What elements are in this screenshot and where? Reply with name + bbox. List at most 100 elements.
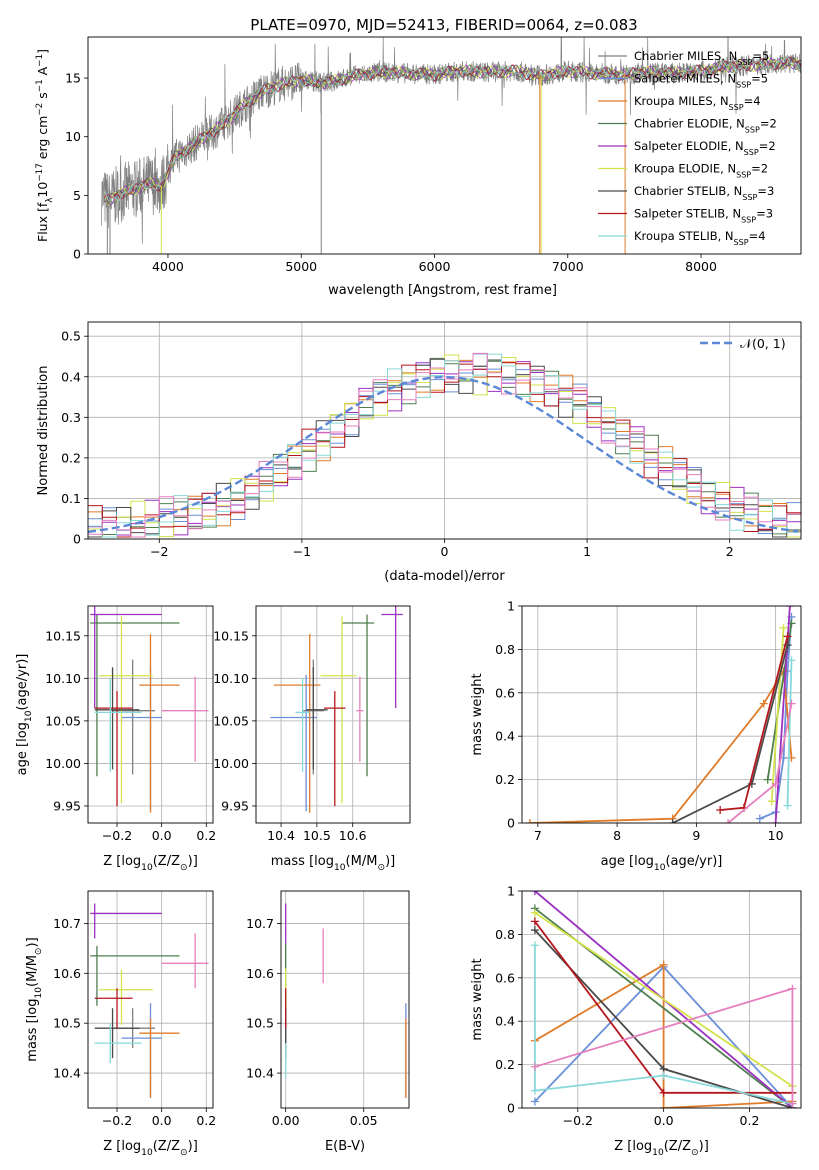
x-tick-label: 7000 bbox=[552, 259, 584, 274]
histogram-frame bbox=[87, 321, 802, 540]
x-tick-label: 1 bbox=[583, 544, 591, 559]
x-tick-label: 0.0 bbox=[152, 1113, 172, 1128]
x-tick-label: 8000 bbox=[685, 259, 717, 274]
age-vs-mass-frame bbox=[255, 605, 411, 824]
y-tick-label: 1 bbox=[507, 599, 515, 614]
y-tick-label: 0.8 bbox=[495, 927, 515, 942]
series-marker bbox=[771, 779, 780, 788]
mass-vs-Z-xlabel: Z [log10(Z/Z⊙)] bbox=[103, 1139, 198, 1158]
y-tick-label: 10.6 bbox=[246, 966, 274, 981]
series-marker bbox=[659, 1088, 668, 1097]
x-tick-label: −2 bbox=[150, 544, 168, 559]
y-tick-label: 0.5 bbox=[61, 329, 81, 344]
mass-vs-ebv-axes: 0.00 0.05 10.4 10.5 10.6 10.7 bbox=[246, 891, 409, 1128]
y-tick-label: 10.5 bbox=[246, 1016, 274, 1031]
series-marker bbox=[783, 632, 792, 641]
series-marker bbox=[659, 1104, 668, 1108]
model-line bbox=[103, 56, 801, 202]
mass-vs-ebv-frame bbox=[280, 890, 410, 1109]
series-line bbox=[534, 945, 793, 1105]
y-tick-label: 5 bbox=[73, 188, 81, 203]
x-tick-label: 0.0 bbox=[654, 1113, 674, 1128]
mass-vs-ebv-xlabel: E(B-V) bbox=[325, 1139, 365, 1154]
y-tick-label: 10.05 bbox=[45, 713, 81, 728]
x-tick-label: 8 bbox=[613, 828, 621, 843]
legend-entry-label: Chabrier STELIB, NSSP=3 bbox=[634, 184, 774, 202]
y-tick-label: 0.2 bbox=[495, 1057, 515, 1072]
y-tick-label: 0.6 bbox=[495, 970, 515, 985]
x-tick-label: −0.2 bbox=[102, 1113, 132, 1128]
series-line bbox=[534, 911, 793, 1088]
mass-weight-vs-age-ylabel: mass weight bbox=[470, 673, 485, 755]
age-vs-mass-axes: 10.4 10.5 10.6 9.95 10.00 10.05 10.10 10.15 bbox=[213, 606, 410, 843]
y-tick-label: 0.2 bbox=[61, 450, 81, 465]
histogram-ylabel: Normed distribution bbox=[36, 366, 51, 496]
histogram-step bbox=[88, 362, 801, 538]
age-vs-Z-frame bbox=[87, 605, 214, 824]
age-vs-Z-ylabel: age [log10(age/yr)] bbox=[15, 654, 34, 776]
mass-weight-vs-Z-xlabel: Z [log10(Z/Z⊙)] bbox=[614, 1139, 709, 1158]
x-tick-label: 7 bbox=[534, 828, 542, 843]
y-tick-label: 0.4 bbox=[495, 1014, 515, 1029]
spectrum-axes: 4000 5000 6000 7000 8000 0 5 10 15 bbox=[65, 71, 717, 274]
series-marker bbox=[525, 819, 534, 823]
series-marker bbox=[530, 917, 539, 926]
y-tick-label: 0 bbox=[507, 1101, 515, 1116]
series-marker bbox=[785, 606, 794, 610]
y-tick-label: 10.7 bbox=[53, 916, 81, 931]
y-tick-label: 10.6 bbox=[53, 966, 81, 981]
age-vs-mass-xlabel: mass [log10(M/M⊙)] bbox=[271, 854, 395, 873]
y-tick-label: 0 bbox=[73, 247, 81, 262]
age-vs-Z-errorbars bbox=[90, 606, 209, 813]
y-tick-label: 10.5 bbox=[53, 1016, 81, 1031]
mass-weight-vs-age-series bbox=[525, 606, 796, 823]
y-tick-label: 1 bbox=[507, 884, 515, 899]
series-marker bbox=[716, 805, 725, 814]
series-marker bbox=[530, 908, 539, 917]
x-tick-label: 10.4 bbox=[267, 828, 295, 843]
y-tick-label: 0.1 bbox=[61, 491, 81, 506]
x-tick-label: 4000 bbox=[152, 259, 184, 274]
x-tick-label: 10.5 bbox=[303, 828, 331, 843]
series-marker bbox=[530, 891, 539, 895]
series-marker bbox=[763, 775, 772, 784]
series-marker bbox=[788, 984, 797, 993]
spectrum-xlabel: wavelength [Angstrom, rest frame] bbox=[328, 283, 557, 298]
histogram-series bbox=[88, 352, 801, 538]
series-marker bbox=[783, 801, 792, 810]
mass-vs-Z-frame bbox=[87, 890, 214, 1109]
mass-vs-ebv-errorbars bbox=[285, 903, 407, 1099]
y-tick-label: 0.8 bbox=[495, 642, 515, 657]
series-marker bbox=[767, 797, 776, 806]
x-tick-label: 0.2 bbox=[196, 828, 216, 843]
x-tick-label: 0.2 bbox=[196, 1113, 216, 1128]
series-marker bbox=[668, 819, 677, 823]
y-tick-label: 0 bbox=[73, 532, 81, 547]
y-tick-label: 10.00 bbox=[213, 756, 249, 771]
x-tick-label: 0.0 bbox=[152, 828, 172, 843]
legend-entry-label: Chabrier MILES, NSSP=5 bbox=[634, 49, 769, 67]
histogram-xlabel: (data-model)/error bbox=[384, 569, 505, 584]
mass-weight-vs-Z-series bbox=[530, 891, 797, 1108]
legend-entry-label: Kroupa MILES, NSSP=4 bbox=[634, 94, 761, 112]
series-line bbox=[534, 963, 793, 1108]
age-vs-mass-errorbars bbox=[270, 606, 403, 813]
spectrum-ylabel: Flux [fλ10−17 erg cm−2 s−1 A−1] bbox=[35, 49, 55, 242]
figure-title: PLATE=0970, MJD=52413, FIBERID=0064, z=0… bbox=[250, 16, 637, 34]
y-tick-label: 10 bbox=[65, 129, 81, 144]
legend-entry-label: Salpeter STELIB, NSSP=3 bbox=[634, 207, 773, 225]
legend-entry-label: Chabrier ELODIE, NSSP=2 bbox=[634, 117, 777, 135]
mass-weight-vs-age-frame bbox=[521, 605, 802, 824]
y-tick-label: 0.2 bbox=[495, 772, 515, 787]
y-tick-label: 0.4 bbox=[495, 729, 515, 744]
y-tick-label: 10.10 bbox=[213, 671, 249, 686]
spectrum-lines bbox=[100, 37, 801, 254]
mass-vs-Z-axes: −0.2 0.0 0.2 10.4 10.5 10.6 10.7 bbox=[53, 891, 216, 1128]
legend-entry-label: Salpeter ELODIE, NSSP=2 bbox=[634, 139, 776, 157]
x-tick-label: 6000 bbox=[419, 259, 451, 274]
y-tick-label: 10.4 bbox=[246, 1066, 274, 1081]
mass-weight-vs-Z-frame bbox=[521, 890, 802, 1109]
mass-vs-Z-ylabel: mass [log10(M/M⊙)] bbox=[25, 937, 44, 1061]
age-vs-Z-xlabel: Z [log10(Z/Z⊙)] bbox=[103, 854, 198, 873]
